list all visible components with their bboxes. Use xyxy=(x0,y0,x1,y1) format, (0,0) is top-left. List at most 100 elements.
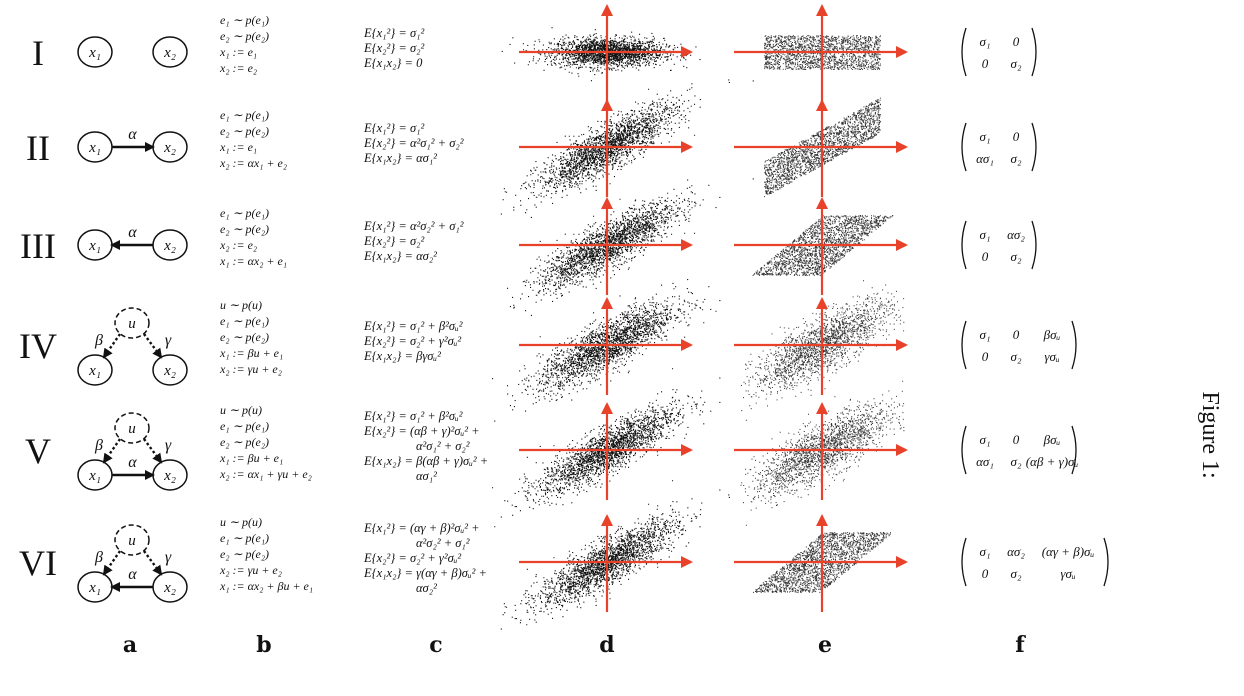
scatter-d-VI xyxy=(500,480,730,630)
column-label-a: a xyxy=(123,632,137,658)
column-label-f: f xyxy=(1015,632,1026,658)
matrix-cell: (αβ + γ)σᵤ xyxy=(1026,454,1079,469)
matrix-cell: ασ₁ xyxy=(976,151,994,166)
figure-row-V: Vx₁ x₂ α u β γ u ∼ p(u) e₁ ∼ p(e₁) e₂ ∼ p(e₂) x₁ … xyxy=(25,368,1079,528)
scatter-d-points-I xyxy=(501,27,701,82)
column-label-b: b xyxy=(256,632,271,658)
model-equation: x₁ := αx₂ + βu + e₁ xyxy=(219,579,313,593)
matrix-left-paren xyxy=(961,122,967,172)
matrix-cell: γσᵤ xyxy=(1044,349,1060,364)
scatter-d-III xyxy=(507,178,754,316)
edge-beta-label: β xyxy=(94,332,103,349)
scatter-e-IV xyxy=(740,280,905,421)
moment-equation: E{x₁x₂} = βγσᵤ² xyxy=(363,349,441,363)
edge-gamma-label: γ xyxy=(165,437,172,454)
scatter-d-points-VI xyxy=(500,480,730,630)
node-u-label: u xyxy=(128,421,136,437)
column-label-c: c xyxy=(429,632,442,658)
figure-row-IV: IV x₁ x₂ u β γ u ∼ p(u) e₁ ∼ p(e₁) e₂ ∼ p(e₂) x₁ … xyxy=(19,279,1077,422)
matrix-left-paren xyxy=(961,425,967,475)
moment-equation: E{x₂²} = σ₂² + γ²σᵤ² xyxy=(363,334,461,348)
matrix-cell: 0 xyxy=(1013,327,1020,342)
node-x2-label: x₂ xyxy=(163,363,176,379)
moment-equation: ασ₂² xyxy=(416,581,437,595)
matrix-cell: σ₁ xyxy=(980,34,991,49)
node-u xyxy=(114,412,150,444)
node-x1-label: x₁ xyxy=(88,580,101,596)
edge-beta-label: β xyxy=(94,549,103,566)
matrix-cell: σ₂ xyxy=(1011,566,1022,581)
edge-beta xyxy=(102,550,121,576)
matrix-left-paren xyxy=(961,27,967,77)
matrix-cell: (αγ + β)σᵤ xyxy=(1042,544,1095,559)
model-equation: x₁ := βu + e₁ xyxy=(219,451,283,465)
matrix-cell: σ₂ xyxy=(1011,349,1022,364)
matrix-cell: ασ₂ xyxy=(1007,227,1025,242)
model-equation: e₂ ∼ p(e₂) xyxy=(220,330,269,344)
matrix-right-paren xyxy=(1031,220,1037,270)
model-equation: x₂ := αx₁ + e₂ xyxy=(219,156,287,170)
matrix-cell: γσᵤ xyxy=(1060,566,1076,581)
model-equation: e₂ ∼ p(e₂) xyxy=(220,435,269,449)
row-numeral: II xyxy=(26,128,50,168)
model-equation: x₁ := αx₂ + e₁ xyxy=(219,254,287,268)
scatter-d-I xyxy=(501,27,701,82)
row-numeral: V xyxy=(25,431,51,471)
node-x2-label: x₂ xyxy=(163,580,176,596)
node-x1-label: x₁ xyxy=(88,45,101,61)
matrix-cell: σ₁ xyxy=(980,227,991,242)
scatter-e-points-I xyxy=(764,35,881,70)
scatter-d-points-II xyxy=(500,79,754,219)
matrix-left-paren xyxy=(961,320,967,370)
model-equation: u ∼ p(u) xyxy=(220,515,262,529)
matrix-left-paren xyxy=(961,220,967,270)
node-x2-label: x₂ xyxy=(163,45,176,61)
edge-gamma xyxy=(143,438,163,464)
matrix-cell: 0 xyxy=(982,56,989,71)
matrix-cell: σ₁ xyxy=(980,129,991,144)
node-x1 xyxy=(77,36,113,68)
model-equation: x₂ := γu + e₂ xyxy=(219,563,282,577)
matrix-right-paren xyxy=(1031,27,1037,77)
model-equation: e₁ ∼ p(e₁) xyxy=(220,531,269,545)
matrix-right-paren xyxy=(1031,122,1037,172)
moment-equation: α²σ₁² + σ₂² xyxy=(416,439,470,453)
moment-equation: E{x₁²} = σ₁² + β²σᵤ² xyxy=(363,319,463,333)
matrix-cell: σ₂ xyxy=(1011,151,1022,166)
matrix-cell: σ₂ xyxy=(1011,454,1022,469)
matrix-cell: σ₁ xyxy=(980,327,991,342)
node-u-label: u xyxy=(128,533,136,549)
node-x1-label: x₁ xyxy=(88,238,101,254)
scatter-e-III xyxy=(752,215,894,276)
column-label-e: e xyxy=(818,632,832,658)
figure-row-III: III x₁ x₂ α e₁ ∼ p(e₁) e₂ ∼ p(e₂) x₂ := e₂ x₁ :… xyxy=(20,178,1037,316)
moment-equation: E{x₁x₂} = ασ₁² xyxy=(363,151,437,165)
figure-row-II: II x₁ x₂ α e₁ ∼ p(e₁) e₂ ∼ p(e₂) x₁ := e₁ x₂ :=… xyxy=(26,79,1037,219)
matrix-left-paren xyxy=(961,537,967,587)
edge-beta xyxy=(102,438,121,464)
model-equation: u ∼ p(u) xyxy=(220,298,262,312)
model-equation: e₁ ∼ p(e₁) xyxy=(220,419,269,433)
edge-alpha-label: α xyxy=(128,566,137,583)
edge-alpha-label: α xyxy=(128,454,137,471)
moment-equation: α²σ₂² + σ₁² xyxy=(416,536,470,550)
moment-equation: E{x₂²} = α²σ₁² + σ₂² xyxy=(363,136,464,150)
matrix-cell: σ₂ xyxy=(1011,56,1022,71)
node-x2-label: x₂ xyxy=(163,238,176,254)
moment-equation: E{x₂²} = (αβ + γ)²σᵤ² + xyxy=(363,424,480,438)
edge-alpha-label: α xyxy=(128,126,137,143)
edge-alpha-label: α xyxy=(128,224,137,241)
model-equation: x₂ := e₂ xyxy=(219,238,257,252)
model-equation: e₁ ∼ p(e₁) xyxy=(220,108,269,122)
model-equation: e₂ ∼ p(e₂) xyxy=(220,29,269,43)
matrix-cell: 0 xyxy=(982,249,989,264)
node-u xyxy=(114,524,150,556)
column-label-d: d xyxy=(599,632,614,658)
matrix-cell: σ₁ xyxy=(980,544,991,559)
node-x2 xyxy=(152,354,188,386)
model-equation: x₁ := βu + e₁ xyxy=(219,346,283,360)
moment-equation: ασ₁² xyxy=(416,469,437,483)
moment-equation: E{x₁²} = α²σ₂² + σ₁² xyxy=(363,219,464,233)
